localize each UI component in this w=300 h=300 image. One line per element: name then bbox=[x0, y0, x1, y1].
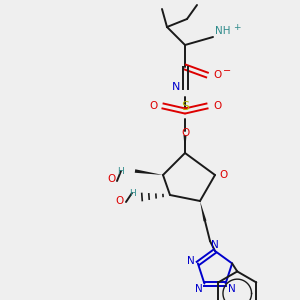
Text: −: − bbox=[223, 66, 231, 76]
Text: +: + bbox=[233, 22, 241, 32]
Text: N: N bbox=[211, 240, 219, 250]
Text: O: O bbox=[214, 70, 222, 80]
Polygon shape bbox=[184, 135, 187, 153]
Text: O: O bbox=[149, 101, 157, 111]
Text: O: O bbox=[116, 196, 124, 206]
Text: N: N bbox=[187, 256, 195, 266]
Text: O: O bbox=[107, 174, 115, 184]
Text: H: H bbox=[129, 188, 135, 197]
Text: O: O bbox=[181, 128, 189, 138]
Text: N: N bbox=[172, 82, 180, 92]
Text: O: O bbox=[213, 101, 221, 111]
Polygon shape bbox=[135, 169, 163, 175]
Text: O: O bbox=[219, 170, 227, 180]
Text: N: N bbox=[194, 284, 202, 294]
Text: H: H bbox=[118, 167, 124, 176]
Text: NH: NH bbox=[215, 26, 231, 36]
Text: N: N bbox=[228, 284, 236, 294]
Polygon shape bbox=[200, 201, 206, 221]
Text: S: S bbox=[181, 100, 189, 112]
